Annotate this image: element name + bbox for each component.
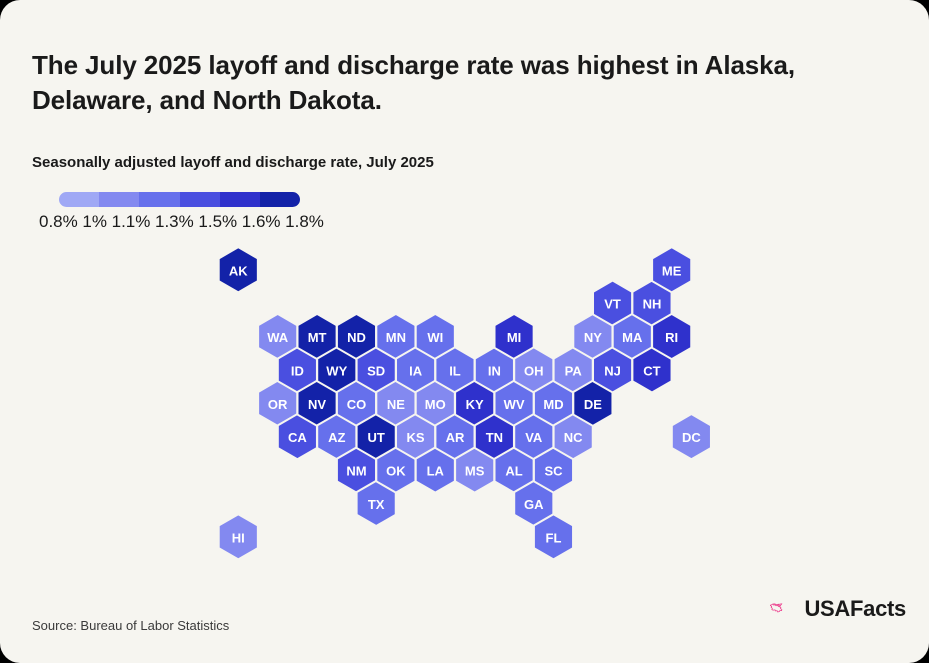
svg-text:MA: MA [622, 330, 643, 345]
svg-text:NE: NE [387, 397, 405, 412]
svg-text:HI: HI [232, 530, 245, 545]
svg-text:UT: UT [368, 430, 385, 445]
svg-text:CT: CT [643, 363, 660, 378]
svg-text:DC: DC [682, 430, 701, 445]
svg-text:ID: ID [291, 363, 304, 378]
svg-text:TX: TX [368, 497, 385, 512]
svg-text:FL: FL [546, 530, 562, 545]
svg-text:MD: MD [543, 397, 563, 412]
svg-text:SD: SD [367, 363, 385, 378]
svg-text:MO: MO [425, 397, 446, 412]
svg-text:IL: IL [449, 363, 461, 378]
svg-text:MI: MI [507, 330, 521, 345]
svg-text:OH: OH [524, 363, 544, 378]
svg-text:VA: VA [525, 430, 543, 445]
svg-text:MT: MT [308, 330, 327, 345]
svg-text:NM: NM [346, 464, 366, 479]
svg-text:NC: NC [564, 430, 583, 445]
svg-text:AL: AL [505, 464, 522, 479]
svg-text:KS: KS [407, 430, 425, 445]
svg-text:WV: WV [504, 397, 525, 412]
svg-text:AZ: AZ [328, 430, 345, 445]
svg-text:RI: RI [665, 330, 678, 345]
svg-text:GA: GA [524, 497, 544, 512]
svg-text:NV: NV [308, 397, 326, 412]
svg-text:DE: DE [584, 397, 602, 412]
svg-text:OK: OK [386, 464, 406, 479]
svg-text:AK: AK [229, 263, 248, 278]
svg-text:CO: CO [347, 397, 367, 412]
svg-text:WI: WI [427, 330, 443, 345]
svg-text:MS: MS [465, 464, 485, 479]
svg-text:ND: ND [347, 330, 366, 345]
svg-text:WA: WA [267, 330, 289, 345]
svg-text:NH: NH [643, 297, 662, 312]
svg-text:AR: AR [446, 430, 465, 445]
svg-text:MN: MN [386, 330, 406, 345]
svg-text:KY: KY [466, 397, 484, 412]
svg-text:WY: WY [326, 363, 347, 378]
svg-text:PA: PA [565, 363, 583, 378]
svg-text:NJ: NJ [604, 363, 621, 378]
svg-text:SC: SC [544, 464, 563, 479]
svg-text:IA: IA [409, 363, 423, 378]
svg-text:LA: LA [427, 464, 445, 479]
svg-text:CA: CA [288, 430, 307, 445]
svg-text:ME: ME [662, 263, 682, 278]
svg-text:OR: OR [268, 397, 288, 412]
svg-text:NY: NY [584, 330, 602, 345]
svg-text:TN: TN [486, 430, 503, 445]
svg-text:IN: IN [488, 363, 501, 378]
svg-text:VT: VT [604, 297, 621, 312]
